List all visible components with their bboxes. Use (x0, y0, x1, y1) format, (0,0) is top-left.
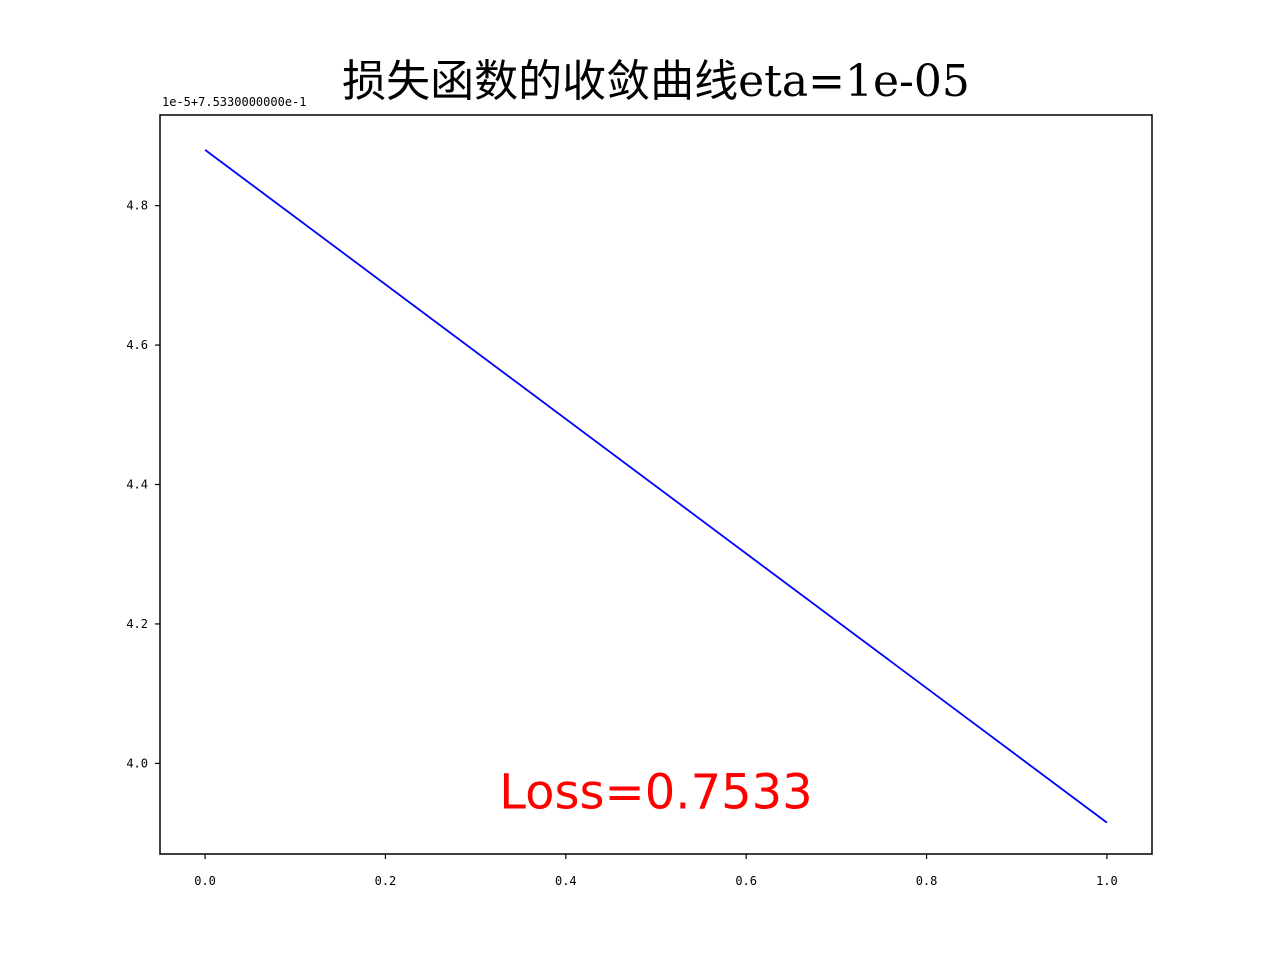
y-axis-offset-label: 1e-5+7.5330000000e-1 (162, 95, 307, 109)
chart-title: 损失函数的收敛曲线eta=1e-05 (342, 56, 970, 107)
y-axis-ticks: 4.0 4.2 4.4 4.6 4.8 (126, 199, 160, 770)
y-tick-label: 4.0 (126, 756, 148, 770)
series-line (204, 149, 1108, 824)
x-axis-ticks: 0.0 0.2 0.4 0.6 0.8 1.0 (194, 854, 1118, 888)
y-tick-label: 4.4 (126, 478, 148, 492)
y-tick-label: 4.6 (126, 338, 148, 352)
y-tick-label: 4.2 (126, 617, 148, 631)
x-tick-label: 1.0 (1096, 874, 1118, 888)
series-layer (204, 149, 1108, 824)
x-tick-label: 0.0 (194, 874, 216, 888)
x-tick-label: 0.2 (375, 874, 397, 888)
x-tick-label: 0.6 (735, 874, 757, 888)
plot-area-frame (159, 114, 1153, 855)
x-tick-label: 0.8 (916, 874, 938, 888)
y-tick-label: 4.8 (126, 199, 148, 213)
loss-annotation: Loss=0.7533 (499, 765, 812, 821)
x-tick-label: 0.4 (555, 874, 577, 888)
